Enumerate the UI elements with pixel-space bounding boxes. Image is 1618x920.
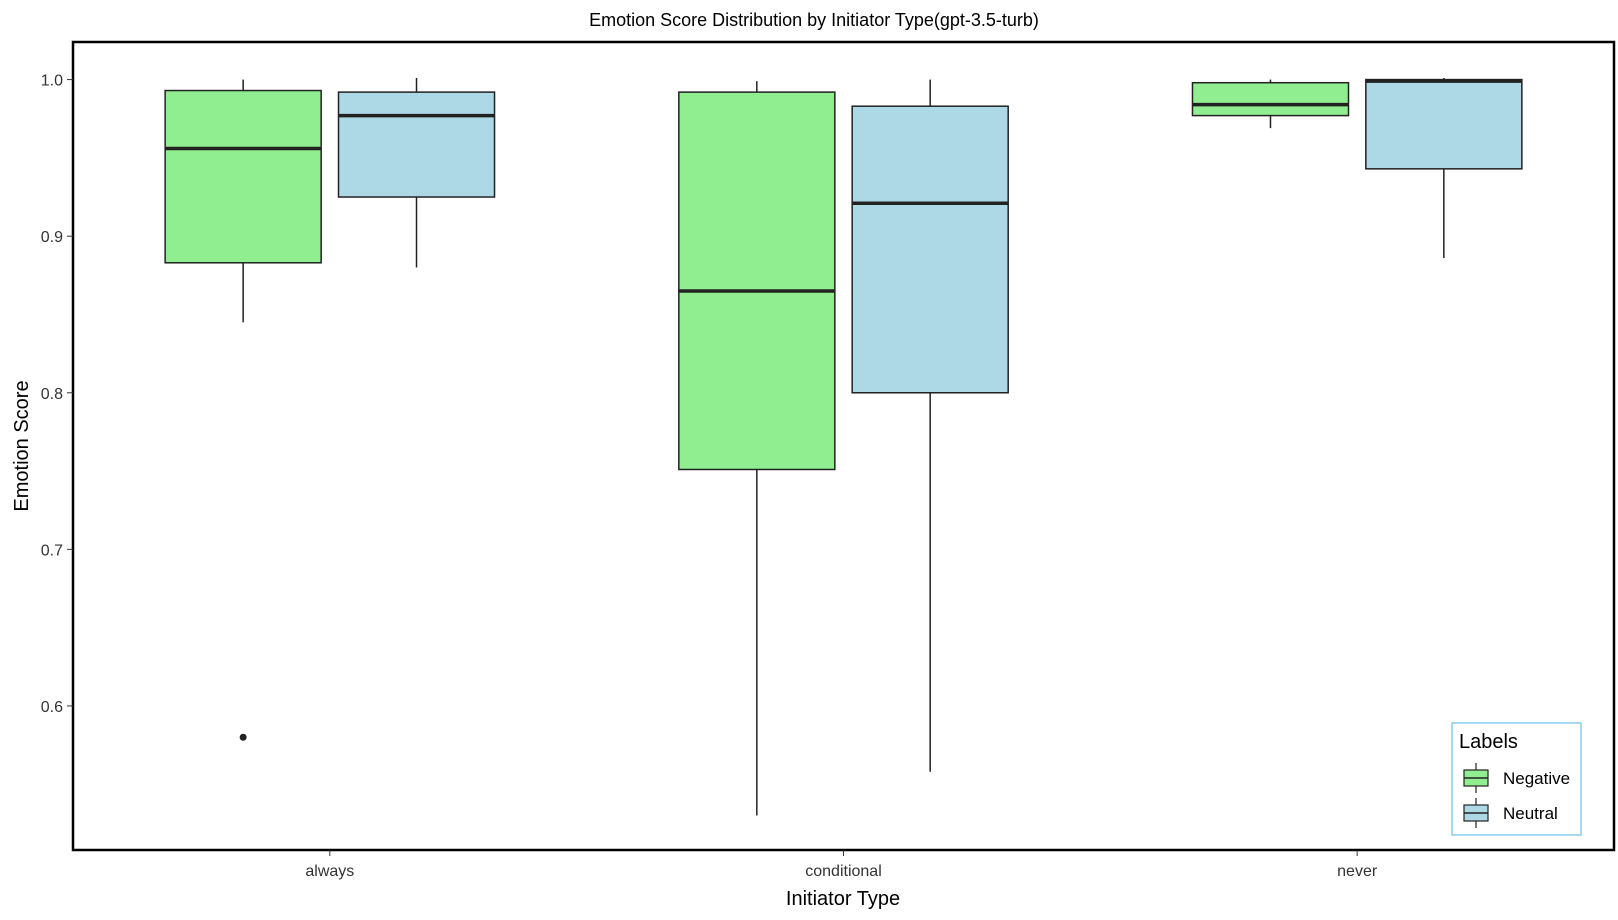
box-series-group [164, 78, 1523, 816]
box-never-neutral [1365, 78, 1523, 259]
legend-title: Labels [1459, 731, 1518, 753]
x-axis-label: Initiator Type [786, 888, 900, 910]
box-iqr [164, 89, 322, 264]
box-iqr [851, 105, 1009, 394]
y-tick-label: 0.9 [41, 229, 63, 246]
x-axis: always conditional never [305, 850, 1378, 880]
box-iqr [1191, 81, 1350, 117]
box-never-negative [1191, 79, 1350, 129]
box-iqr [1365, 78, 1523, 170]
y-tick-label: 0.6 [41, 699, 63, 716]
x-tick-label: conditional [805, 863, 882, 880]
chart-title: Emotion Score Distribution by Initiator … [589, 10, 1039, 30]
box-conditional-negative [678, 81, 836, 816]
y-axis-label: Emotion Score [11, 380, 33, 511]
legend-label: Neutral [1503, 804, 1558, 823]
y-tick-label: 0.7 [41, 542, 63, 559]
x-tick-label: always [305, 863, 354, 880]
legend: Labels Negative Neutral [1451, 722, 1582, 836]
x-tick-label: never [1337, 863, 1378, 880]
y-axis: 0.6 0.7 0.8 0.9 1.0 [41, 73, 73, 716]
legend-items: Negative Neutral [1463, 763, 1570, 828]
box-iqr [678, 91, 836, 471]
legend-item-negative: Negative [1463, 763, 1570, 793]
box-conditional-neutral [851, 79, 1009, 772]
box-always-neutral [337, 78, 496, 268]
legend-item-neutral: Neutral [1463, 798, 1558, 828]
y-tick-label: 1.0 [41, 73, 63, 90]
y-tick-label: 0.8 [41, 386, 63, 403]
box-always-negative [164, 79, 322, 741]
legend-label: Negative [1503, 769, 1570, 788]
outlier-point [239, 733, 247, 741]
box-iqr [337, 91, 496, 198]
